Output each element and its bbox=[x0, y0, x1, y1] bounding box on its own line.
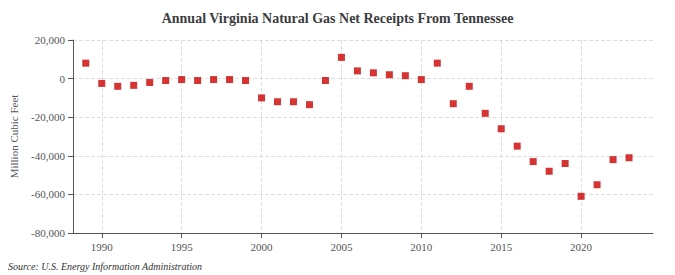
svg-text:Annual Virginia Natural Gas Ne: Annual Virginia Natural Gas Net Receipts… bbox=[162, 11, 514, 26]
svg-text:-20,000: -20,000 bbox=[31, 111, 65, 123]
svg-text:2000: 2000 bbox=[251, 241, 274, 253]
svg-text:Source: U.S. Energy Informatio: Source: U.S. Energy Information Administ… bbox=[8, 261, 202, 272]
svg-text:20,000: 20,000 bbox=[35, 34, 66, 46]
svg-text:-80,000: -80,000 bbox=[31, 227, 65, 239]
svg-text:-60,000: -60,000 bbox=[31, 188, 65, 200]
svg-text:-40,000: -40,000 bbox=[31, 150, 65, 162]
svg-text:Million Cubic Feet: Million Cubic Feet bbox=[8, 95, 20, 179]
svg-text:0: 0 bbox=[60, 73, 66, 85]
svg-text:2020: 2020 bbox=[570, 241, 593, 253]
svg-text:1990: 1990 bbox=[91, 241, 114, 253]
svg-text:2015: 2015 bbox=[490, 241, 513, 253]
svg-text:1995: 1995 bbox=[171, 241, 194, 253]
svg-text:2005: 2005 bbox=[330, 241, 353, 253]
svg-text:2010: 2010 bbox=[410, 241, 433, 253]
